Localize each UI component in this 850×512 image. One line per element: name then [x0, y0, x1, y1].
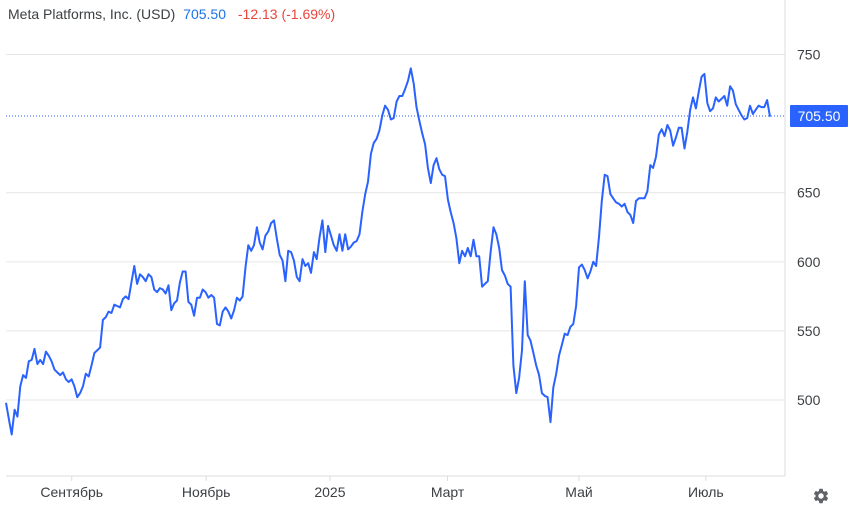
- y-tick-label: 550: [797, 323, 821, 339]
- x-axis: Сентябрь Ноябрь 2025 Март Май Июль: [40, 476, 724, 500]
- x-tick-label: Март: [431, 484, 465, 500]
- chart-header: Meta Platforms, Inc. (USD) 705.50 -12.13…: [8, 6, 335, 22]
- x-tick-label: 2025: [314, 484, 345, 500]
- stock-price: 705.50: [183, 6, 226, 22]
- y-tick-label: 750: [797, 47, 821, 63]
- price-series-line: [5, 67, 771, 436]
- y-tick-label: 500: [797, 392, 821, 408]
- gear-icon: [813, 488, 829, 504]
- x-tick-label: Сентябрь: [40, 484, 103, 500]
- current-value-label: 705.50: [798, 108, 841, 124]
- settings-button[interactable]: [810, 485, 832, 507]
- series-layer: [5, 67, 771, 436]
- x-tick-label: Май: [565, 484, 592, 500]
- grid-layer: [6, 0, 786, 477]
- y-tick-label: 600: [797, 254, 821, 270]
- stock-title: Meta Platforms, Inc. (USD): [8, 6, 176, 22]
- x-tick-label: Ноябрь: [182, 484, 231, 500]
- y-axis: 500 550 600 650 705.50 750: [790, 47, 848, 408]
- x-tick-label: Июль: [688, 484, 724, 500]
- stock-change: -12.13 (-1.69%): [237, 6, 336, 22]
- y-tick-label: 650: [797, 185, 821, 201]
- current-value-badge: [790, 105, 848, 128]
